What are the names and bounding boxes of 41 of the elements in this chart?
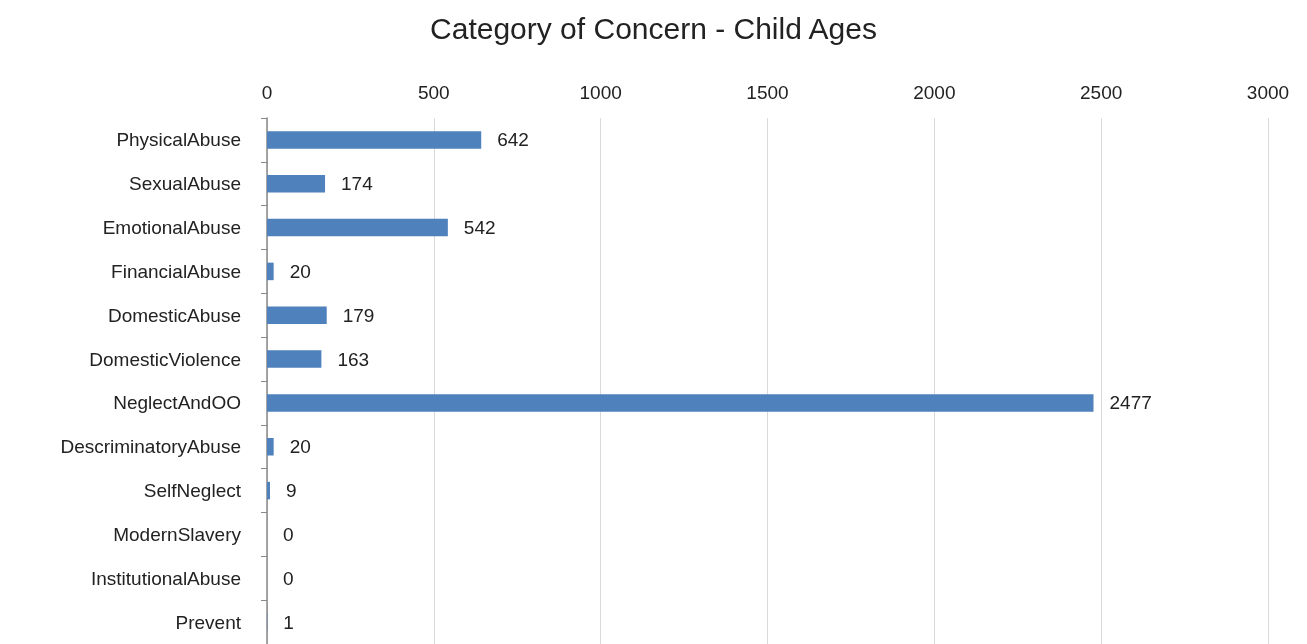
- y-tick-label: DescriminatoryAbuse: [60, 436, 241, 458]
- y-tick-label: EmotionalAbuse: [102, 217, 241, 239]
- bar: [267, 262, 274, 281]
- y-tick-label: Prevent: [175, 611, 242, 633]
- data-label: 0: [283, 523, 294, 545]
- y-tick-label: InstitutionalAbuse: [91, 567, 241, 589]
- data-label: 1: [283, 611, 294, 633]
- bar: [267, 481, 270, 500]
- y-tick-label: SelfNeglect: [143, 480, 242, 502]
- bar: [267, 350, 322, 368]
- y-tick-label: DomesticAbuse: [107, 304, 241, 326]
- x-tick-label: 1500: [746, 82, 789, 103]
- data-label: 542: [463, 217, 496, 239]
- x-tick-label: 1000: [579, 82, 622, 103]
- chart-title: Category of Concern - Child Ages: [430, 11, 877, 45]
- bar: [267, 437, 274, 456]
- x-tick-label: 500: [417, 82, 450, 103]
- y-tick-label: FinancialAbuse: [111, 260, 241, 282]
- bar: [267, 218, 448, 237]
- data-label: 20: [289, 260, 311, 282]
- x-tick-label: 2500: [1080, 82, 1123, 103]
- x-tick-label: 3000: [1246, 82, 1290, 103]
- y-tick-label: PhysicalAbuse: [116, 129, 241, 151]
- data-label: 642: [497, 129, 529, 151]
- data-label: 174: [341, 173, 374, 195]
- data-label: 2477: [1109, 392, 1152, 414]
- y-tick-label: ModernSlavery: [113, 523, 242, 545]
- bar: [267, 131, 482, 149]
- data-label: 179: [342, 304, 375, 326]
- data-label: 163: [337, 348, 370, 370]
- y-tick-label: SexualAbuse: [129, 173, 241, 195]
- bar: [267, 394, 1094, 412]
- data-label: 0: [283, 567, 294, 589]
- bar: [267, 174, 326, 193]
- data-label: 20: [289, 436, 311, 458]
- x-tick-label: 2000: [913, 82, 956, 103]
- y-tick-label: NeglectAndOO: [113, 392, 241, 414]
- bar: [267, 306, 327, 325]
- x-tick-label: 0: [261, 82, 273, 103]
- data-label: 9: [286, 480, 297, 502]
- y-tick-label: DomesticViolence: [89, 348, 241, 370]
